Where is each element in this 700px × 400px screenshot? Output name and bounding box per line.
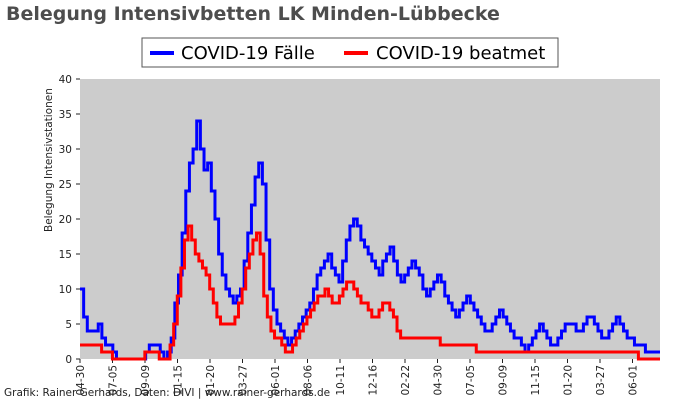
x-tick-label-2: 09-09 xyxy=(140,365,152,396)
x-tick-label-5: 03-27 xyxy=(238,365,250,396)
x-tick-label-12: 07-05 xyxy=(465,365,477,396)
x-tick-label-3: 11-15 xyxy=(173,365,185,396)
x-tick-label-1: 07-05 xyxy=(108,365,120,396)
y-tick-label-5: 25 xyxy=(59,179,72,191)
x-tick-label-14: 11-15 xyxy=(530,365,542,396)
y-axis-label: Belegung Intensivstationen xyxy=(43,88,55,232)
y-tick-label-8: 40 xyxy=(59,74,72,86)
x-tick-label-11: 04-30 xyxy=(433,365,445,396)
y-tick-label-2: 10 xyxy=(59,284,72,296)
x-tick-label-0: 04-30 xyxy=(75,365,87,396)
legend-label-beatmet: COVID-19 beatmet xyxy=(376,43,545,64)
x-tick-label-16: 03-27 xyxy=(595,365,607,396)
plot-area xyxy=(80,79,660,359)
x-tick-label-9: 12-16 xyxy=(368,365,380,396)
series-line-0 xyxy=(80,119,660,361)
credit-text: Grafik: Rainer Gerhards, Daten: DIVI | w… xyxy=(4,387,330,399)
series-line-1 xyxy=(80,224,660,361)
y-tick-label-0: 0 xyxy=(65,354,72,366)
y-tick-label-7: 35 xyxy=(59,109,72,121)
chart-title: Belegung Intensivbetten LK Minden-Lübbec… xyxy=(6,3,500,25)
x-tick-label-8: 10-11 xyxy=(335,365,347,396)
x-tick-label-10: 02-22 xyxy=(400,365,412,396)
y-tick-label-3: 15 xyxy=(59,249,72,261)
x-tick-label-6: 06-01 xyxy=(270,365,282,396)
x-tick-label-17: 06-01 xyxy=(628,365,640,396)
x-tick-label-13: 09-09 xyxy=(498,365,510,396)
x-tick-label-4: 01-20 xyxy=(205,365,217,396)
x-axis: 04-30 07-05 09-09 11-15 01-20 03-27 06-01 08-06… xyxy=(75,359,640,396)
y-axis: 0 5 10 15 20 25 30 35 40 xyxy=(59,74,80,366)
y-tick-label-1: 5 xyxy=(65,319,72,331)
series-layer xyxy=(80,119,660,361)
y-tick-label-4: 20 xyxy=(59,214,72,226)
x-tick-label-15: 01-20 xyxy=(563,365,575,396)
x-tick-label-7: 08-06 xyxy=(303,365,315,396)
y-tick-label-6: 30 xyxy=(59,144,72,156)
legend-label-faelle: COVID-19 Fälle xyxy=(181,43,315,64)
legend: COVID-19 Fälle COVID-19 beatmet xyxy=(141,37,559,68)
